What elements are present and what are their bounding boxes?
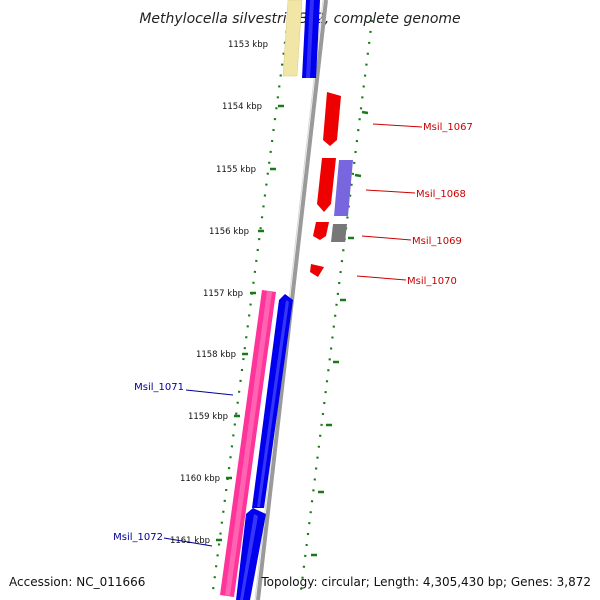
gene-yellow-top [282, 0, 303, 77]
gene-features [220, 0, 353, 600]
topology-text: Topology: circular; Length: 4,305,430 bp… [260, 575, 591, 589]
tick-1153kbp: 1153 kbp [228, 40, 292, 50]
gene-msil-1068 [317, 158, 336, 212]
tick-1159kbp: 1159 kbp [188, 412, 240, 422]
label-msil-1070: Msil_1070 [356, 275, 457, 287]
gene-name: Msil_1068 [416, 189, 466, 200]
outer-ring-dotted [210, 19, 290, 599]
inner-ring-ticks [311, 110, 369, 557]
tick-label: 1157 kbp [203, 289, 243, 299]
gene-labels: Msil_1067 Msil_1068 Msil_1069 Msil_1070 … [113, 122, 473, 547]
gene-name: Msil_1072 [113, 532, 163, 543]
gene-msil-1069 [313, 222, 329, 240]
gene-name: Msil_1070 [407, 276, 457, 287]
label-msil-1071: Msil_1071 [134, 382, 234, 396]
tick-label: 1154 kbp [222, 102, 262, 112]
tick-1154kbp: 1154 kbp [222, 102, 284, 112]
gene-grey-1069 [331, 224, 347, 242]
tick-1156kbp: 1156 kbp [209, 227, 264, 237]
tick-1161kbp: 1161 kbp [170, 536, 222, 546]
inner-ring-dotted [298, 19, 374, 599]
gene-purple-1068 [334, 160, 353, 216]
tick-label: 1156 kbp [209, 227, 249, 237]
label-msil-1068: Msil_1068 [365, 189, 466, 200]
gene-name: Msil_1067 [423, 122, 473, 133]
tick-label: 1158 kbp [196, 350, 236, 360]
gene-msil-1067 [323, 92, 341, 146]
tick-1158kbp: 1158 kbp [196, 350, 248, 360]
tick-1160kbp: 1160 kbp [180, 474, 232, 484]
tick-label: 1161 kbp [170, 536, 210, 546]
label-msil-1069: Msil_1069 [361, 235, 462, 247]
gene-name: Msil_1071 [134, 382, 184, 393]
tick-label: 1155 kbp [216, 165, 256, 175]
tick-label: 1159 kbp [188, 412, 228, 422]
label-msil-1067: Msil_1067 [372, 122, 473, 133]
tick-label: 1153 kbp [228, 40, 268, 50]
gene-msil-1070 [310, 264, 324, 277]
label-msil-1072: Msil_1072 [113, 532, 213, 547]
gene-name: Msil_1069 [412, 236, 462, 247]
accession-text: Accession: NC_011666 [9, 575, 145, 589]
tick-1157kbp: 1157 kbp [203, 289, 256, 299]
tick-label: 1160 kbp [180, 474, 220, 484]
tick-1155kbp: 1155 kbp [216, 165, 276, 175]
